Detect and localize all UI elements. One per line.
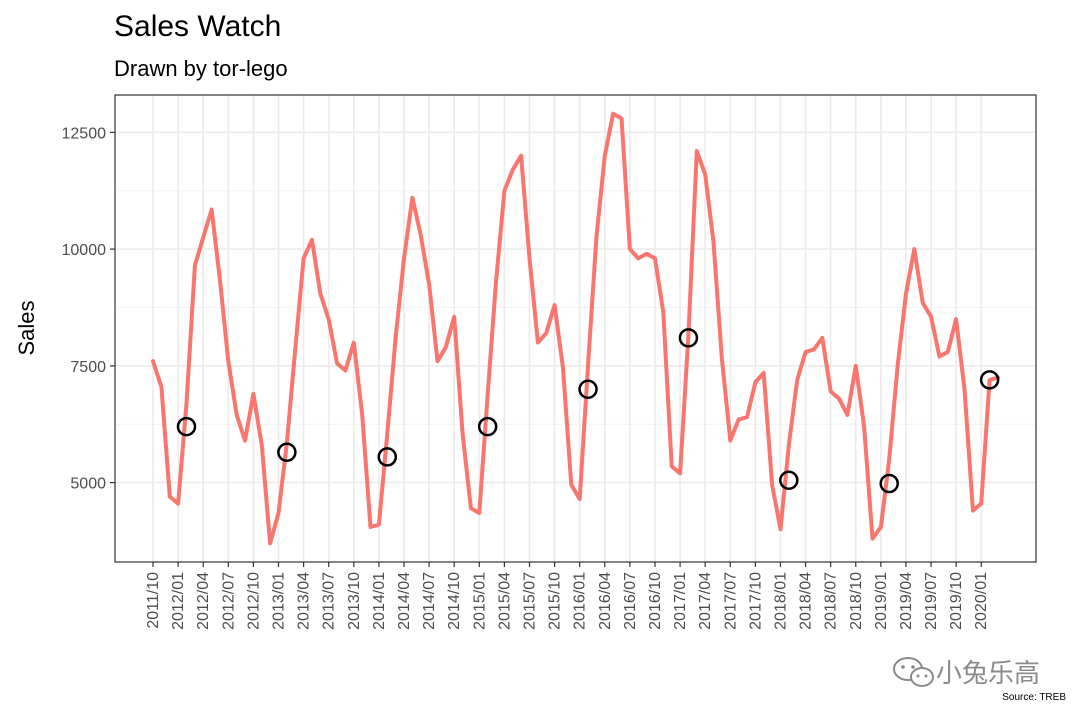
chart-caption: Source: TREB [1002, 692, 1066, 703]
highlight-point [879, 473, 899, 494]
x-tick-label: 2017/07 [722, 572, 739, 630]
series-line [151, 111, 1000, 546]
y-tick-label: 5000 [70, 476, 106, 493]
x-tick-label: 2012/07 [220, 572, 237, 630]
x-tick-label: 2012/10 [245, 572, 262, 630]
x-tick-label: 2020/01 [973, 572, 990, 630]
x-tick-label: 2015/01 [471, 572, 488, 630]
x-tick-label: 2019/10 [948, 572, 965, 630]
x-tick-label: 2015/04 [496, 572, 513, 630]
highlight-point [678, 328, 699, 348]
x-tick-label: 2016/07 [622, 572, 639, 630]
x-tick-label: 2012/01 [170, 572, 187, 630]
x-tick-label: 2016/04 [597, 572, 614, 630]
y-tick-label: 10000 [62, 242, 107, 259]
gridlines [115, 95, 1036, 562]
x-tick-label: 2019/07 [923, 572, 940, 630]
x-tick-label: 2012/04 [195, 572, 212, 630]
highlight-point [176, 416, 197, 437]
x-tick-label: 2016/01 [572, 572, 589, 630]
x-tick-label: 2013/07 [321, 572, 338, 630]
x-tick-label: 2016/10 [647, 572, 664, 630]
highlight-point [377, 447, 398, 467]
x-tick-label: 2014/04 [396, 572, 413, 630]
watermark: 小兔乐高 [893, 657, 1040, 688]
x-tick-label: 2015/10 [547, 572, 564, 630]
y-axis-ticks: 5000 7500 10000 12500 [62, 125, 115, 493]
highlight-point [277, 442, 297, 463]
x-tick-label: 2014/10 [446, 572, 463, 630]
highlight-point [578, 379, 598, 399]
x-tick-label: 2017/01 [672, 572, 689, 630]
plot-panel-border [114, 94, 1037, 563]
y-axis-label: Sales [14, 300, 39, 355]
chart-title: Sales Watch [114, 10, 281, 43]
x-tick-label: 2014/07 [421, 572, 438, 630]
x-tick-label: 2019/04 [898, 572, 915, 630]
x-tick-label: 2015/07 [521, 572, 538, 630]
highlight-point [979, 370, 1000, 390]
x-axis-ticks: 2011/10 2012/01 2012/04 2012/07 2012/10 2013/… [145, 562, 990, 630]
chart-subtitle: Drawn by tor-lego [114, 56, 288, 81]
series-layer [151, 111, 1000, 546]
x-tick-label: 2018/10 [848, 572, 865, 630]
watermark-text: 小兔乐高 [936, 658, 1040, 688]
x-tick-label: 2011/10 [145, 572, 162, 629]
y-tick-label: 12500 [62, 125, 107, 142]
x-tick-label: 2018/01 [772, 572, 789, 630]
highlight-point [477, 416, 498, 437]
x-tick-label: 2018/07 [823, 572, 840, 630]
y-tick-label: 7500 [70, 359, 106, 376]
x-tick-label: 2017/10 [747, 572, 764, 630]
x-tick-label: 2014/01 [371, 572, 388, 630]
x-tick-label: 2013/01 [271, 572, 288, 630]
x-tick-label: 2017/04 [697, 572, 714, 630]
highlight-point [779, 470, 799, 491]
wechat-icon [893, 657, 934, 687]
x-tick-label: 2018/04 [798, 572, 815, 630]
x-tick-label: 2013/10 [346, 572, 363, 630]
x-tick-label: 2013/04 [296, 572, 313, 630]
x-tick-label: 2019/01 [873, 572, 890, 630]
highlighted-points [176, 328, 1000, 494]
